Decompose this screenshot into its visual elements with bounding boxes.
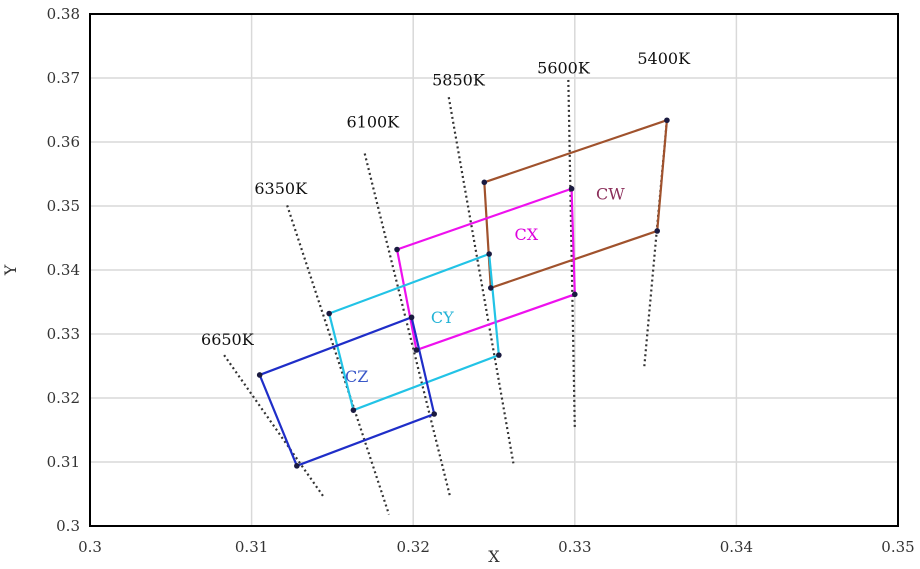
vertex-point	[408, 314, 415, 321]
vertex-point	[294, 463, 300, 469]
cct-isotherm-line	[223, 354, 326, 499]
y-tick-label: 0.33	[47, 325, 80, 343]
cct-label: 5600K	[537, 59, 591, 78]
cct-label: 5400K	[637, 49, 691, 68]
y-tick-label: 0.3	[56, 517, 80, 535]
cct-label: 6100K	[346, 112, 400, 131]
y-axis-title: Y	[1, 264, 20, 276]
plot-frame	[89, 13, 899, 527]
cct-isotherm-line	[447, 97, 515, 464]
vertex-point	[431, 411, 438, 417]
x-tick-label: 0.31	[235, 538, 268, 556]
y-tick-labels: 0.3 0.31 0.32 0.33 0.34 0.35 0.36 0.37 0.38	[47, 5, 80, 535]
vertex-point	[413, 347, 420, 353]
x-tick-labels: 0.3 0.31 0.32 0.33 0.34 0.35	[78, 538, 915, 556]
vertex-point	[572, 291, 578, 298]
y-tick-label: 0.31	[47, 453, 80, 471]
grid-lines	[90, 14, 898, 526]
vertex-point	[486, 251, 492, 257]
y-tick-label: 0.34	[47, 261, 80, 279]
chart-labels: 6650K 6350K 6100K 5850K 5600K 5400K CW CX CY CZ	[201, 49, 691, 386]
vertex-point	[568, 185, 575, 192]
bin-region-outline	[258, 315, 436, 468]
cct-isotherm-line	[286, 205, 391, 515]
bin-region-label: CX	[514, 225, 538, 244]
y-tick-label: 0.36	[47, 133, 80, 151]
vertex-point	[487, 285, 494, 291]
vertex-point	[350, 407, 357, 413]
vertex-point	[664, 117, 670, 124]
x-tick-label: 0.33	[558, 538, 591, 556]
cct-label: 5850K	[432, 71, 486, 90]
y-tick-label: 0.37	[47, 69, 80, 87]
vertex-point	[394, 246, 400, 253]
bin-region-label: CW	[596, 185, 625, 204]
bin-region-label: CZ	[345, 367, 368, 386]
y-tick-label: 0.38	[47, 5, 80, 23]
bin-region-label: CY	[431, 308, 454, 327]
cct-label: 6350K	[254, 179, 308, 198]
vertex-point	[496, 352, 502, 358]
vertex-point	[481, 179, 488, 186]
x-tick-label: 0.3	[78, 538, 102, 556]
cct-label: 6650K	[201, 330, 255, 349]
x-tick-label: 0.34	[720, 538, 753, 556]
vertex-point	[256, 372, 263, 378]
bin-region-outline	[483, 118, 669, 290]
vertex-point	[326, 310, 332, 317]
cct-isotherm-line	[567, 79, 576, 429]
y-tick-label: 0.35	[47, 197, 80, 215]
bin-regions	[258, 118, 669, 468]
x-axis-title: X	[488, 547, 500, 566]
vertex-point	[654, 228, 661, 234]
y-tick-label: 0.32	[47, 389, 80, 407]
x-tick-label: 0.35	[881, 538, 914, 556]
cct-isotherm-line	[363, 153, 452, 499]
vertex-points	[256, 117, 670, 469]
x-tick-label: 0.32	[396, 538, 429, 556]
